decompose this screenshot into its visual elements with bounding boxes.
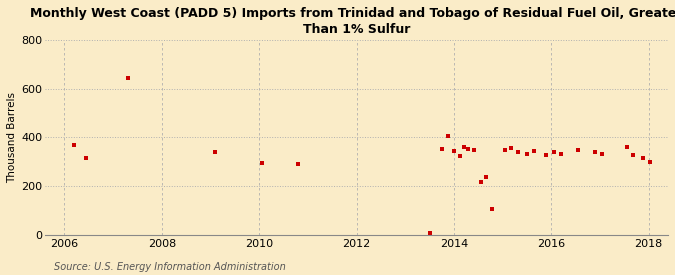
Text: Source: U.S. Energy Information Administration: Source: U.S. Energy Information Administ… <box>54 262 286 272</box>
Title: Monthly West Coast (PADD 5) Imports from Trinidad and Tobago of Residual Fuel Oi: Monthly West Coast (PADD 5) Imports from… <box>30 7 675 36</box>
Y-axis label: Thousand Barrels: Thousand Barrels <box>7 92 17 183</box>
